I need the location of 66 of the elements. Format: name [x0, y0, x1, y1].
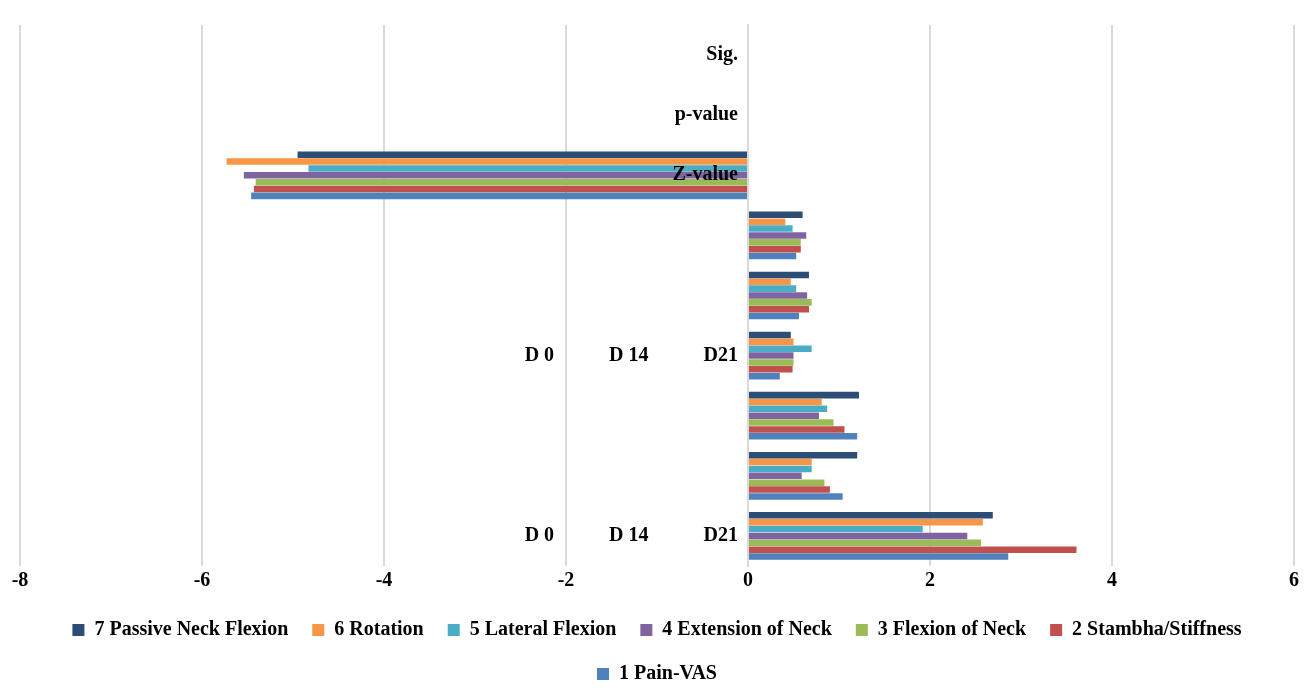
bar — [749, 532, 968, 540]
bar — [749, 299, 812, 306]
bar — [226, 158, 747, 165]
bar — [749, 312, 799, 320]
bar — [749, 239, 801, 246]
x-tick-label: -2 — [557, 568, 575, 591]
legend-label: 7 Passive Neck Flexion — [94, 617, 289, 640]
bar — [749, 211, 803, 219]
bar — [749, 419, 834, 426]
bar — [749, 218, 786, 225]
x-tick-label: 4 — [1107, 568, 1117, 591]
legend-label: 4 Extension of Neck — [662, 617, 833, 640]
y-tick-label: D 0 D 14 D21 — [524, 342, 738, 365]
bar — [749, 479, 825, 486]
bar — [749, 292, 808, 299]
legend-label: 5 Lateral Flexion — [469, 617, 617, 640]
bar — [749, 338, 794, 346]
legend-label: 3 Flexion of Neck — [877, 617, 1027, 640]
bar — [749, 359, 794, 366]
bar — [749, 426, 845, 433]
legend-label: 6 Rotation — [334, 617, 424, 640]
bar — [749, 366, 793, 373]
bar — [749, 553, 1009, 560]
bar — [749, 331, 791, 339]
bar — [749, 493, 843, 500]
bar — [749, 451, 858, 459]
bar — [251, 192, 747, 200]
bar — [749, 405, 828, 413]
bar — [749, 345, 812, 352]
bar — [749, 458, 812, 466]
bar — [297, 151, 747, 158]
bar — [749, 398, 822, 406]
x-tick-label: -8 — [11, 568, 29, 591]
bar — [749, 433, 858, 440]
x-tick-label: 6 — [1289, 568, 1299, 591]
bar — [749, 271, 809, 279]
bar — [749, 546, 1077, 553]
y-tick-label: D 0 D 14 D21 — [524, 523, 738, 546]
bar — [749, 525, 923, 533]
bar — [253, 185, 747, 193]
x-tick-label: -4 — [375, 568, 393, 591]
bar — [749, 372, 780, 380]
bar — [749, 252, 797, 260]
bar — [749, 225, 793, 232]
y-tick-label: p-value — [674, 102, 739, 126]
legend-label: 1 Pain-VAS — [619, 661, 718, 684]
bar — [749, 539, 981, 547]
bar — [749, 352, 794, 359]
bar — [749, 278, 791, 286]
bar — [749, 518, 983, 526]
bar — [749, 465, 812, 473]
bar — [749, 285, 797, 292]
x-tick-label: -6 — [193, 568, 211, 591]
x-tick-label: 2 — [925, 568, 935, 591]
bar — [749, 245, 801, 253]
bar — [255, 178, 747, 186]
bar — [749, 232, 807, 239]
bar — [749, 391, 860, 399]
bar — [749, 305, 809, 313]
bar — [749, 472, 802, 480]
bar — [749, 486, 830, 493]
y-tick-label: Sig. — [706, 42, 738, 66]
bar — [749, 512, 993, 519]
legend-label: 2 Stambha/Stiffness — [1072, 617, 1242, 640]
bar — [749, 412, 819, 419]
x-tick-label: 0 — [743, 568, 753, 591]
